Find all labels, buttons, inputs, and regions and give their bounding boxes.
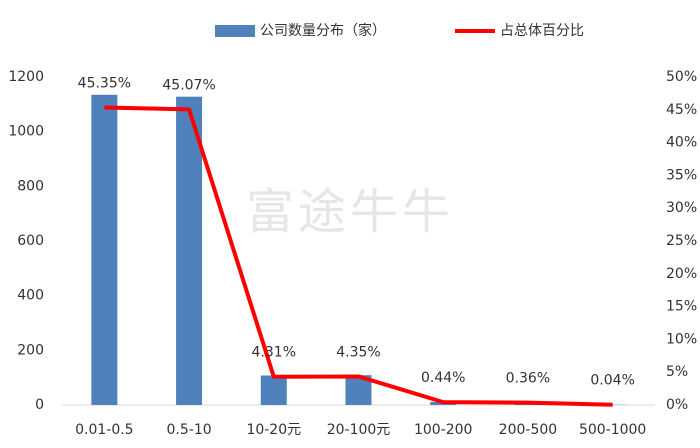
bar bbox=[260, 375, 287, 405]
y-tick-label: 1000 bbox=[8, 124, 44, 140]
y2-tick-label: 5% bbox=[666, 364, 688, 380]
data-label: 45.07% bbox=[162, 77, 215, 93]
y-tick-label: 600 bbox=[17, 233, 44, 249]
x-tick-label: 200-500 bbox=[499, 422, 558, 438]
y2-tick-label: 10% bbox=[666, 331, 697, 347]
bar bbox=[176, 96, 203, 406]
x-tick-label: 20-100元 bbox=[327, 422, 391, 438]
y2-tick-label: 35% bbox=[666, 167, 697, 183]
y2-tick-label: 40% bbox=[666, 135, 697, 151]
y2-tick-label: 25% bbox=[666, 233, 697, 249]
x-tick-label: 10-20元 bbox=[246, 422, 301, 438]
line bbox=[104, 105, 613, 407]
x-tick-label: 500-1000 bbox=[579, 422, 646, 438]
y-tick-label: 0 bbox=[35, 397, 44, 413]
y2-tick-label: 45% bbox=[666, 102, 697, 118]
y-tick-label: 1200 bbox=[8, 69, 44, 85]
y2-tick-label: 50% bbox=[666, 69, 697, 85]
y2-tick-label: 30% bbox=[666, 200, 697, 216]
data-label: 0.04% bbox=[590, 373, 634, 389]
data-label: 0.44% bbox=[421, 370, 465, 386]
y2-tick-label: 20% bbox=[666, 266, 697, 282]
legend-swatch bbox=[215, 25, 255, 37]
legend-label: 公司数量分布（家） bbox=[260, 22, 386, 39]
x-tick-label: 100-200 bbox=[414, 422, 473, 438]
y-tick-label: 800 bbox=[17, 178, 44, 194]
x-tick-label: 0.01-0.5 bbox=[75, 422, 134, 438]
data-label: 0.36% bbox=[506, 371, 550, 387]
bar bbox=[91, 94, 118, 406]
y-tick-label: 200 bbox=[17, 342, 44, 358]
data-label: 4.31% bbox=[252, 345, 296, 361]
legend-label: 占总体百分比 bbox=[500, 23, 584, 39]
data-label: 4.35% bbox=[336, 344, 380, 360]
data-label: 45.35% bbox=[78, 76, 131, 92]
y2-tick-label: 15% bbox=[666, 299, 697, 315]
watermark: 富途牛牛 bbox=[246, 184, 454, 240]
x-tick-label: 0.5-10 bbox=[167, 422, 212, 438]
y2-tick-label: 0% bbox=[666, 397, 688, 413]
y-tick-label: 400 bbox=[17, 288, 44, 304]
